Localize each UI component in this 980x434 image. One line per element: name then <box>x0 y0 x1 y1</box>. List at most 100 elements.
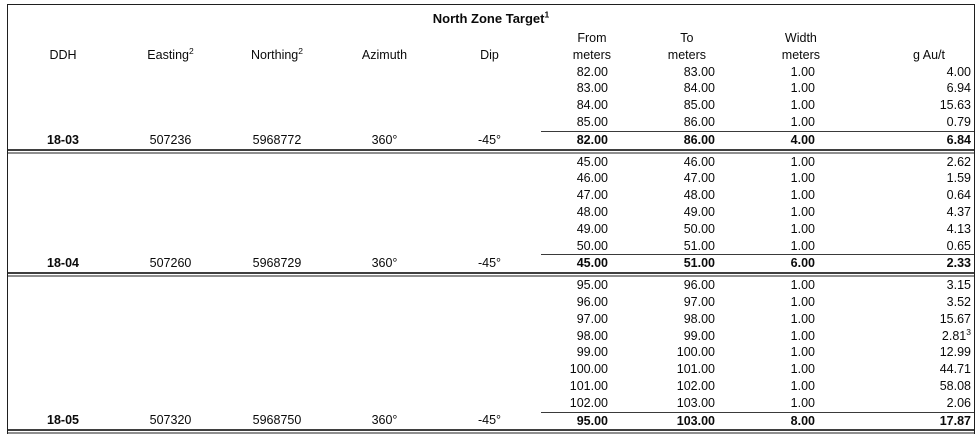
table-title-text: North Zone Target <box>432 11 545 27</box>
width-cell: 1.00 <box>790 238 815 253</box>
ddh-cell <box>8 311 118 328</box>
dip-cell <box>438 276 541 294</box>
to-cell: 83.00 <box>683 64 715 79</box>
width-cell: 1.00 <box>790 204 815 219</box>
summary-grade-cell: 17.87 <box>820 411 974 431</box>
northing-cell <box>223 238 331 255</box>
ddh-cell <box>8 294 118 311</box>
azimuth-cell <box>331 170 438 187</box>
from-cell: 47.00 <box>576 188 608 203</box>
width-cell: 1.00 <box>790 345 815 360</box>
dip-cell <box>438 294 541 311</box>
dip-cell <box>438 328 541 345</box>
summary-from-cell: 45.00 <box>541 254 626 274</box>
summary-grade-cell: 2.33 <box>820 254 974 274</box>
summary-from-cell: 82.00 <box>541 130 626 150</box>
northing-cell <box>223 97 331 114</box>
northing-cell <box>223 395 331 412</box>
from-cell: 85.00 <box>576 114 608 129</box>
northing-cell <box>223 114 331 131</box>
northing-cell <box>223 170 331 187</box>
azimuth-cell <box>331 153 438 171</box>
summary-row: 18-04 507260 5968729 360° -45° 45.00 51.00 6.00… <box>8 254 974 274</box>
grade-cell: 4.13 <box>946 221 971 236</box>
easting-cell <box>118 114 223 131</box>
interval-row: 85.00 86.00 1.00 0.79 <box>8 114 974 131</box>
width-cell: 1.00 <box>790 154 815 169</box>
from-cell: 100.00 <box>569 362 608 377</box>
interval-row: 45.00 46.00 1.00 2.62 <box>8 153 974 171</box>
to-cell: 99.00 <box>683 328 715 343</box>
from-cell: 46.00 <box>576 171 608 186</box>
from-cell: 50.00 <box>576 238 608 253</box>
azimuth-cell <box>331 221 438 238</box>
table-body: 82.00 83.00 1.00 4.00 83.00 84.00 1.00 6.94 84.0… <box>8 64 974 434</box>
dip-cell <box>438 238 541 255</box>
interval-row: 50.00 51.00 1.00 0.65 <box>8 238 974 255</box>
dip-cell <box>438 153 541 171</box>
interval-row: 48.00 49.00 1.00 4.37 <box>8 204 974 221</box>
col-header-from: From meters <box>572 31 611 62</box>
to-cell: 100.00 <box>676 345 715 360</box>
col-header-northing: Northing2 <box>251 45 303 62</box>
width-cell: 1.00 <box>790 395 815 410</box>
dip-cell: -45° <box>477 132 502 147</box>
dip-cell <box>438 344 541 361</box>
table-title-footnote: 1 <box>544 9 550 20</box>
azimuth-cell: 360° <box>371 256 398 271</box>
easting-cell <box>118 204 223 221</box>
width-cell: 1.00 <box>790 378 815 393</box>
width-cell: 1.00 <box>790 114 815 129</box>
azimuth-cell <box>331 187 438 204</box>
from-cell: 48.00 <box>576 204 608 219</box>
block-separator-rule <box>8 429 974 434</box>
interval-row: 98.00 99.00 1.00 2.813 <box>8 326 974 345</box>
easting-cell <box>118 221 223 238</box>
col-header-dip: Dip <box>480 47 499 62</box>
dip-cell <box>438 187 541 204</box>
grade-footnote: 3 <box>966 326 971 337</box>
dip-cell: -45° <box>477 413 502 428</box>
azimuth-cell <box>331 204 438 221</box>
azimuth-cell <box>331 238 438 255</box>
ddh-cell <box>8 344 118 361</box>
interval-row: 46.00 47.00 1.00 1.59 <box>8 170 974 187</box>
easting-cell <box>118 153 223 171</box>
interval-row: 97.00 98.00 1.00 15.67 <box>8 311 974 328</box>
grade-cell: 1.59 <box>946 171 971 186</box>
ddh-cell <box>8 153 118 171</box>
to-cell: 85.00 <box>683 98 715 113</box>
easting-cell <box>118 170 223 187</box>
grade-cell: 12.99 <box>939 345 971 360</box>
col-header-to: To meters <box>667 31 706 62</box>
col-header-grade: g Au/t <box>913 47 945 62</box>
grade-cell: 58.08 <box>939 378 971 393</box>
azimuth-cell <box>331 97 438 114</box>
to-cell: 86.00 <box>683 114 715 129</box>
easting-cell: 507320 <box>149 413 192 428</box>
width-cell: 1.00 <box>790 294 815 309</box>
width-cell: 1.00 <box>790 171 815 186</box>
summary-to-cell: 103.00 <box>626 411 720 431</box>
easting-cell <box>118 238 223 255</box>
col-header-azimuth: Azimuth <box>361 47 408 62</box>
dip-cell <box>438 114 541 131</box>
to-cell: 96.00 <box>683 278 715 293</box>
grade-cell: 6.94 <box>946 81 971 96</box>
grade-cell: 2.813 <box>941 326 971 343</box>
grade-cell: 0.79 <box>946 114 971 129</box>
to-cell: 97.00 <box>683 294 715 309</box>
summary-to-cell: 51.00 <box>626 254 720 274</box>
azimuth-cell <box>331 114 438 131</box>
grade-cell: 3.15 <box>946 278 971 293</box>
northing-cell <box>223 361 331 378</box>
interval-row: 100.00 101.00 1.00 44.71 <box>8 361 974 378</box>
dip-cell <box>438 204 541 221</box>
azimuth-cell <box>331 294 438 311</box>
double-rule <box>8 272 974 278</box>
to-cell: 103.00 <box>676 395 715 410</box>
northing-cell <box>223 344 331 361</box>
northing-footnote: 2 <box>298 45 303 56</box>
to-cell: 51.00 <box>683 238 715 253</box>
width-cell: 1.00 <box>790 188 815 203</box>
